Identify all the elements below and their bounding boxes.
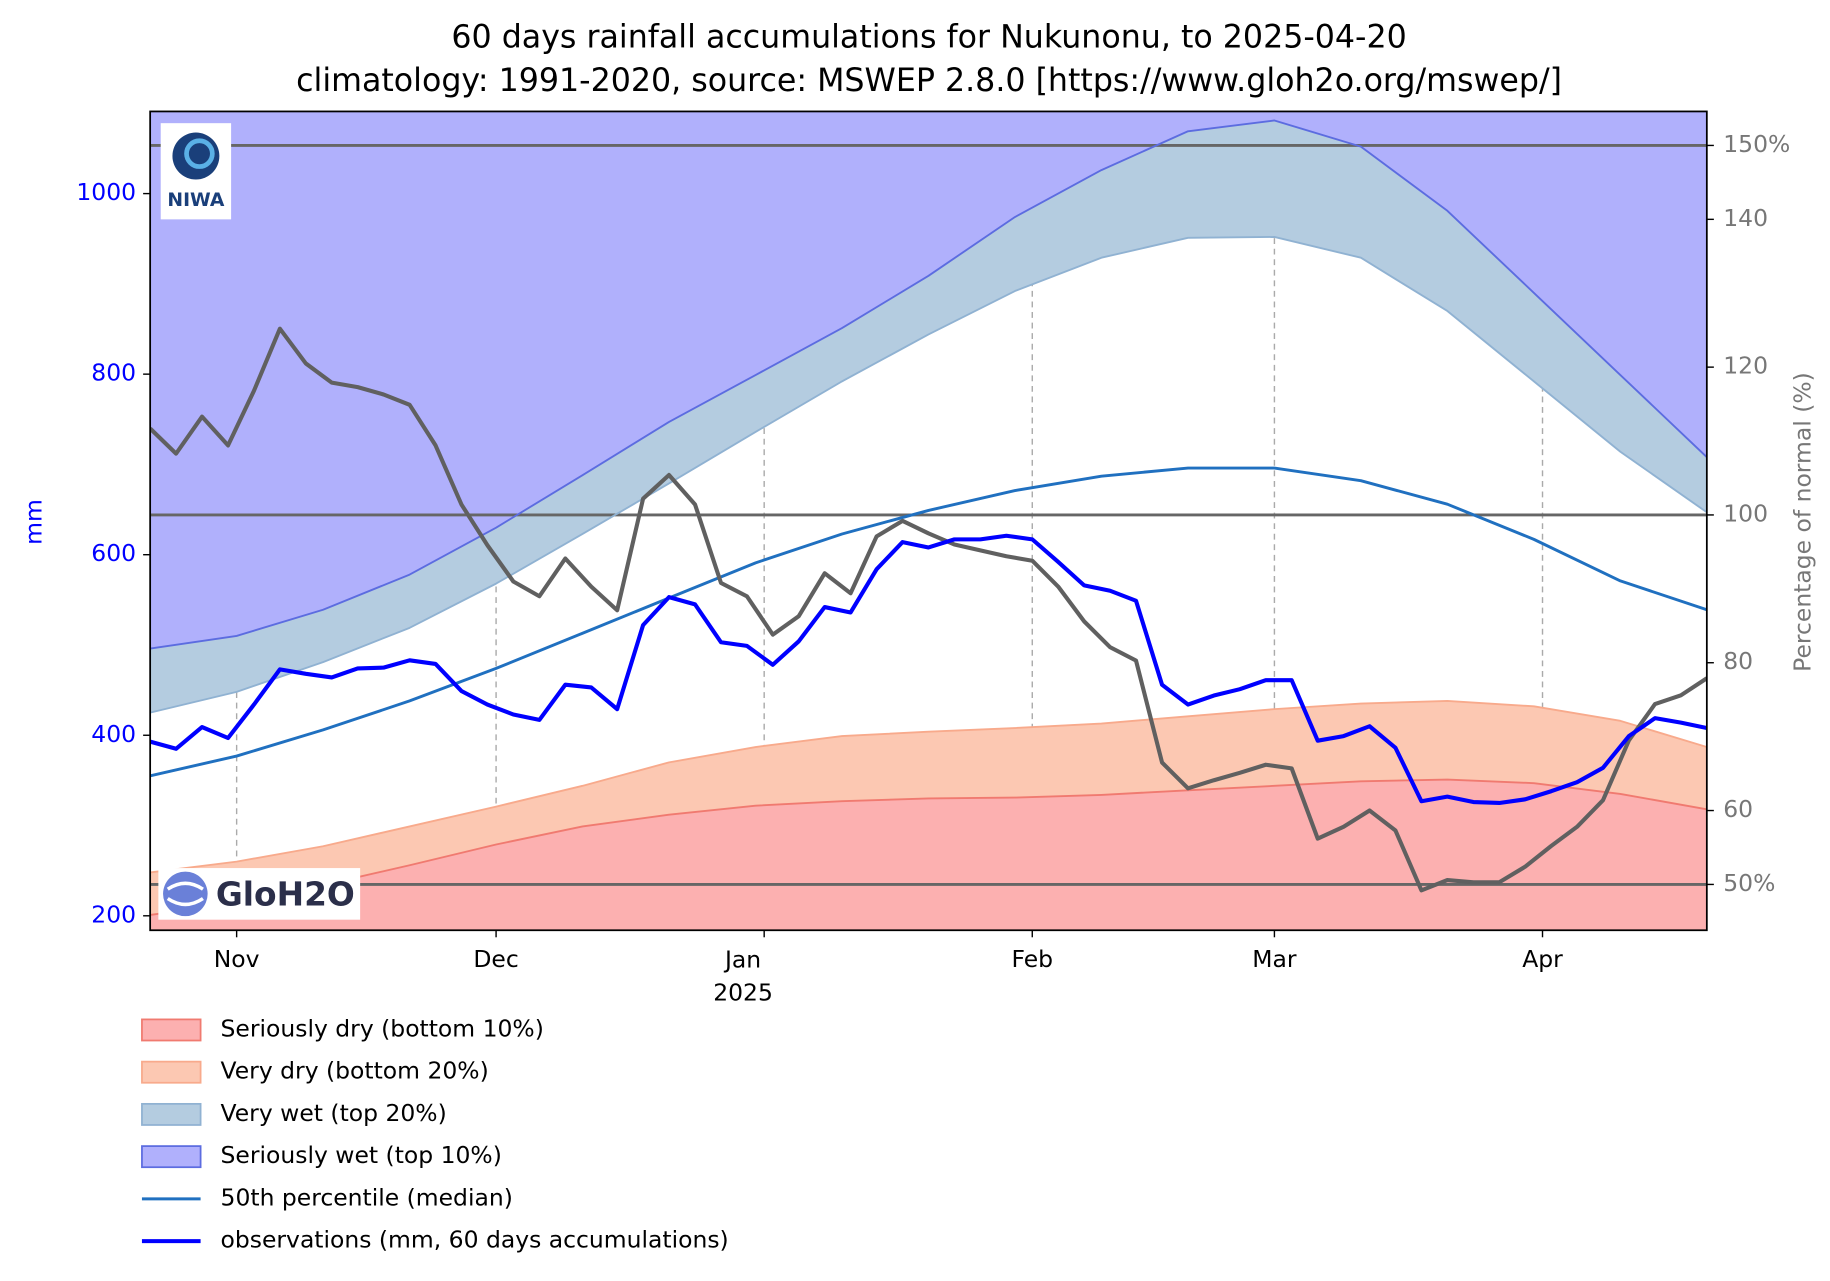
legend-swatch: [141, 1102, 202, 1126]
series-line: [150, 466, 1707, 778]
legend-swatch: [141, 1145, 202, 1169]
y2-tick-label: 150%: [1723, 130, 1790, 158]
legend-label: Seriously wet (top 10%): [221, 1141, 502, 1169]
x-tick-label: Dec: [473, 945, 518, 973]
series-line: [150, 533, 1707, 806]
band-edge: [150, 236, 1707, 714]
niwa-logo: NIWA: [160, 123, 232, 220]
band-edge: [150, 778, 1707, 916]
legend-swatch: [141, 1018, 202, 1042]
x-tick-label: Nov: [214, 945, 260, 973]
y2-tick-label: 140: [1723, 204, 1768, 232]
y2-axis-label: Percentage of normal (%): [1789, 372, 1817, 672]
chart-subtitle: climatology: 1991-2020, source: MSWEP 2.…: [296, 63, 1562, 99]
logo-text: GloH2O: [216, 876, 355, 914]
gloh2o-logo: GloH2O: [158, 868, 361, 920]
y-tick-label: 200: [91, 900, 136, 928]
y2-tick-label: 100: [1723, 499, 1768, 527]
x-tick-label: Mar: [1252, 945, 1297, 973]
band-fill: [150, 779, 1707, 931]
logo-text: NIWA: [167, 190, 225, 211]
logo-icon: [184, 138, 215, 169]
logo-icon: [166, 881, 204, 907]
y-axis-label: mm: [20, 499, 48, 545]
band-edge: [150, 119, 1707, 650]
plot-frame: [149, 110, 1708, 932]
legend-label: observations (mm, 60 days accumulations): [221, 1226, 729, 1254]
y2-tick-label: 50%: [1723, 869, 1775, 897]
y2-tick-label: 80: [1723, 647, 1753, 675]
legend-label: Seriously dry (bottom 10%): [221, 1014, 544, 1042]
x-tick-label: Jan 2025: [713, 945, 773, 1006]
band-fill: [150, 111, 1707, 649]
legend-label: Very wet (top 20%): [221, 1099, 447, 1127]
logo-icon: [163, 871, 208, 917]
legend-label: 50th percentile (median): [221, 1183, 513, 1211]
y-tick-label: 800: [91, 359, 136, 387]
y-tick-label: 600: [91, 539, 136, 567]
band-fill: [150, 120, 1707, 713]
y-tick-label: 400: [91, 720, 136, 748]
legend-swatch: [141, 1060, 202, 1084]
legend-label: Very dry (bottom 20%): [221, 1057, 489, 1085]
x-tick-label: Feb: [1012, 945, 1054, 973]
chart-title: 60 days rainfall accumulations for Nukun…: [451, 20, 1406, 56]
plot-area: [150, 111, 1707, 931]
y2-tick-label: 120: [1723, 352, 1768, 380]
legend: Seriously dry (bottom 10%) Very dry (bott…: [141, 1014, 729, 1254]
x-tick-label: Apr: [1522, 945, 1563, 973]
band-fill: [150, 700, 1707, 915]
band-edge: [150, 699, 1707, 874]
y-tick-label: 1000: [76, 178, 136, 206]
series-line: [150, 326, 1707, 893]
y2-tick-label: 60: [1723, 795, 1753, 823]
